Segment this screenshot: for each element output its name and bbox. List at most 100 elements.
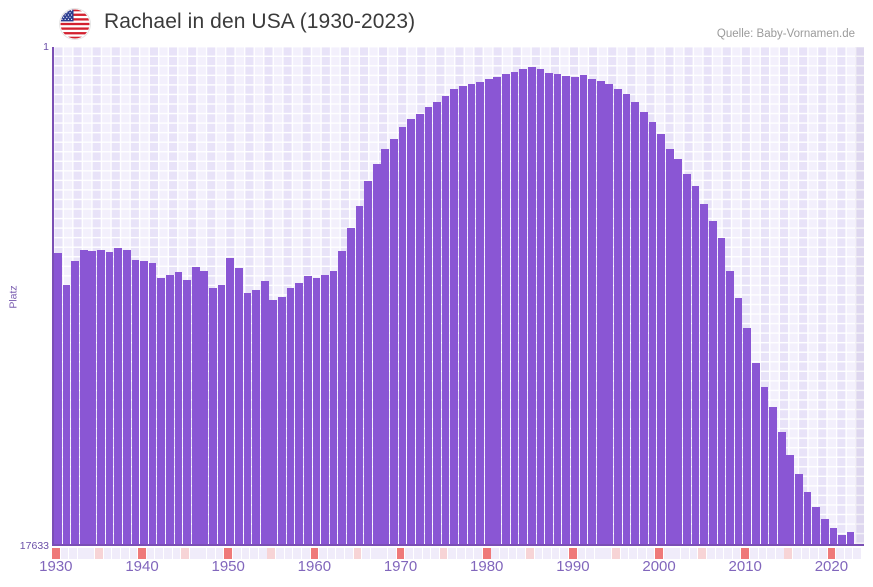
x-tick: [353, 548, 362, 559]
bar: [691, 186, 700, 544]
x-axis-labels: 1930 1940 1950 1960 1970 1980 1990 2000 2010 2020: [39, 558, 864, 587]
bar: [812, 506, 820, 544]
bar: [105, 251, 114, 544]
bar: [769, 407, 777, 544]
x-tick: [301, 548, 310, 559]
x-tick: [60, 548, 69, 559]
x-axis-tick-label: 1970: [383, 558, 418, 575]
bar: [450, 89, 459, 544]
bar: [717, 238, 726, 544]
x-tick: [103, 548, 112, 559]
x-tick: [319, 548, 327, 559]
x-tick: [164, 548, 172, 559]
x-tick: [534, 548, 543, 559]
bar: [674, 158, 683, 544]
x-tick: [793, 548, 801, 559]
bar: [838, 535, 846, 544]
x-tick: [207, 548, 215, 559]
x-tick: [336, 548, 345, 559]
bar: [536, 69, 545, 544]
x-axis-tick-label: 1960: [297, 558, 332, 575]
bar: [234, 268, 243, 544]
bar: [424, 106, 433, 544]
bar: [338, 250, 347, 544]
x-tick: [594, 548, 603, 559]
bar: [148, 263, 157, 544]
x-axis-tick-label: 2010: [728, 558, 762, 575]
bar-series: [54, 47, 864, 544]
page-title: Rachael in den USA (1930-2023): [104, 10, 416, 33]
bar: [545, 72, 553, 544]
y-axis: 1 17633 Platz: [0, 41, 49, 552]
x-tick: [155, 548, 164, 559]
bar: [217, 284, 226, 544]
bar: [639, 111, 648, 544]
bar: [166, 274, 174, 544]
x-tick: [431, 548, 439, 559]
x-tick: [362, 548, 370, 559]
x-tick: [543, 548, 551, 559]
bar: [346, 228, 355, 544]
x-tick: [232, 548, 241, 559]
bar: [596, 80, 605, 544]
x-tick: [681, 548, 689, 559]
x-axis-ticks: [52, 548, 864, 559]
bar: [726, 270, 734, 544]
bar: [700, 203, 708, 544]
x-tick: [146, 548, 155, 559]
bar: [372, 163, 381, 544]
bar: [484, 79, 493, 544]
x-tick: [827, 548, 836, 559]
bar: [329, 270, 338, 544]
x-axis-tick-label: 1950: [211, 558, 245, 575]
x-tick: [620, 548, 629, 559]
y-axis-title: Platz: [7, 284, 20, 309]
x-tick: [784, 548, 793, 559]
x-tick: [517, 548, 526, 559]
bar: [786, 454, 795, 544]
bar: [846, 532, 855, 544]
bar: [252, 289, 260, 544]
x-tick: [457, 548, 465, 559]
x-axis-tick-label: 1940: [125, 558, 159, 575]
x-axis-tick-label: 2020: [814, 558, 849, 575]
x-tick: [241, 548, 250, 559]
bar: [614, 89, 622, 544]
x-tick: [724, 548, 732, 559]
x-tick: [77, 548, 86, 559]
x-axis-tick-label: 1990: [556, 558, 590, 575]
x-tick: [181, 548, 189, 559]
bar: [114, 248, 123, 544]
bar: [62, 284, 71, 544]
x-tick: [138, 548, 146, 559]
x-tick: [465, 548, 474, 559]
bar: [200, 270, 209, 544]
bar: [71, 260, 79, 544]
bar: [131, 259, 140, 544]
x-tick: [577, 548, 586, 559]
bar: [398, 126, 407, 544]
bar: [441, 95, 450, 544]
bar: [803, 491, 812, 544]
x-tick: [741, 548, 750, 559]
bar: [157, 278, 166, 544]
bar: [459, 85, 467, 544]
y-axis-max-label: 1: [43, 41, 49, 53]
x-tick: [801, 548, 810, 559]
x-tick: [413, 548, 422, 559]
x-tick: [810, 548, 818, 559]
x-tick: [379, 548, 388, 559]
x-tick: [439, 548, 448, 559]
x-tick: [276, 548, 284, 559]
x-axis-tick-label: 1930: [39, 558, 73, 575]
x-tick: [120, 548, 129, 559]
bar: [562, 75, 571, 544]
bar: [743, 327, 752, 544]
x-tick: [405, 548, 413, 559]
x-tick: [189, 548, 198, 559]
bar: [579, 75, 588, 544]
x-tick: [491, 548, 500, 559]
x-tick: [52, 548, 60, 559]
bar: [648, 121, 657, 544]
x-tick: [112, 548, 121, 559]
